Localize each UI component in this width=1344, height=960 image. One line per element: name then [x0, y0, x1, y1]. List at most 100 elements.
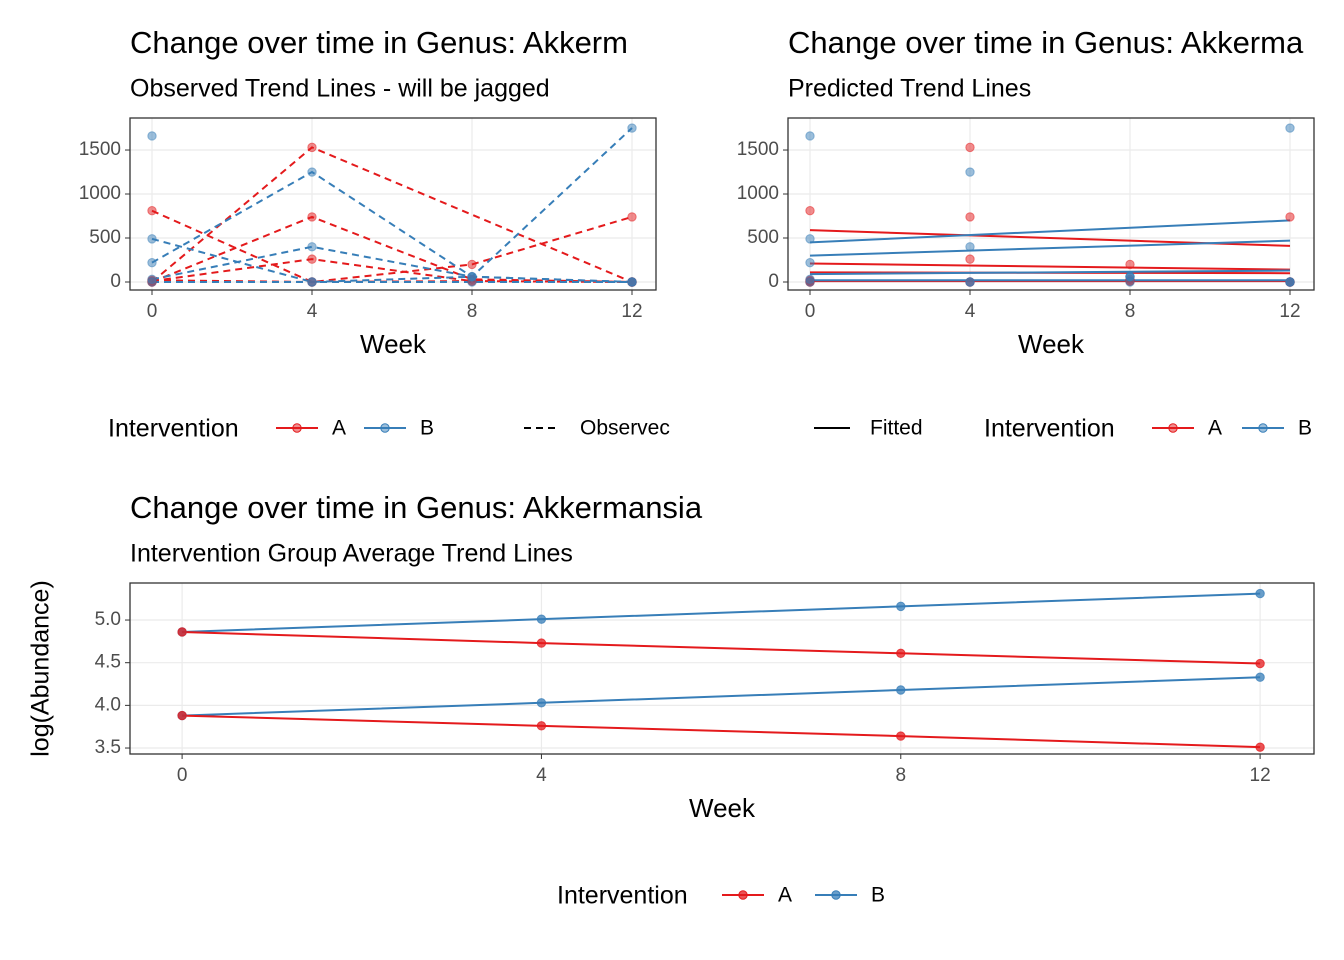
data-point: [467, 277, 477, 287]
data-point: [307, 167, 317, 177]
legend-label: A: [778, 884, 792, 907]
y-tick-label: 500: [747, 227, 779, 248]
y-tick-label: 4.0: [95, 694, 121, 715]
y-tick-label: 1000: [79, 183, 121, 204]
data-point: [965, 142, 975, 153]
data-point: [1255, 588, 1265, 599]
y-tick-label: 5.0: [95, 609, 121, 630]
data-point: [965, 277, 975, 287]
data-point: [1255, 658, 1265, 669]
data-point: [536, 721, 547, 731]
legend-key-point: [831, 890, 841, 900]
x-tick-label: 12: [1250, 765, 1271, 786]
data-point: [1125, 259, 1135, 270]
data-point: [147, 234, 157, 244]
chart-title: Change over time in Genus: Akkerm: [130, 25, 628, 60]
data-point: [896, 601, 906, 612]
legend-title: Intervention: [108, 415, 239, 443]
data-point: [896, 685, 906, 695]
legend-key-point: [1168, 423, 1178, 433]
x-axis-label: Week: [1018, 329, 1085, 359]
data-point: [307, 277, 317, 287]
data-point: [536, 698, 547, 708]
x-tick-label: 12: [621, 301, 642, 322]
trend-line: [151, 237, 633, 283]
chart-title: Change over time in Genus: Akkerma: [788, 25, 1304, 60]
data-point: [177, 627, 187, 637]
data-point: [147, 257, 157, 268]
trend-line: [182, 630, 1261, 665]
x-tick-label: 8: [1125, 301, 1136, 322]
trend-line: [182, 592, 1261, 633]
x-tick-label: 8: [895, 765, 906, 786]
plot-background: [788, 118, 1314, 290]
data-point: [805, 206, 815, 216]
plot-area: [182, 592, 1261, 749]
plot-border: [129, 582, 1315, 755]
y-tick-label: 4.5: [95, 652, 121, 673]
legend-label: A: [1208, 417, 1222, 440]
data-point: [536, 638, 547, 648]
plot-area: [809, 219, 1291, 283]
plot-background: [130, 583, 1314, 754]
data-point: [627, 277, 637, 287]
data-point: [965, 242, 975, 252]
data-point: [965, 212, 975, 222]
trend-line: [151, 245, 633, 283]
data-point: [307, 242, 317, 252]
legend-key-point: [1258, 423, 1268, 433]
data-point: [177, 710, 187, 721]
y-tick-label: 500: [89, 227, 121, 248]
x-tick-label: 8: [467, 301, 478, 322]
data-point: [805, 131, 815, 141]
x-tick-label: 0: [177, 765, 188, 786]
y-tick-label: 1000: [737, 183, 779, 204]
legend-title: Intervention: [557, 882, 688, 910]
plot-border: [129, 117, 657, 291]
chart-subtitle: Observed Trend Lines - will be jagged: [130, 75, 550, 103]
data-point: [307, 142, 317, 153]
trend-line: [809, 269, 1291, 276]
trend-line: [809, 262, 1291, 271]
trend-line: [182, 676, 1261, 717]
trend-line: [151, 209, 633, 284]
chart-subtitle: Intervention Group Average Trend Lines: [130, 540, 573, 568]
chart-title: Change over time in Genus: Akkermansia: [130, 490, 703, 525]
data-point: [1255, 742, 1265, 752]
x-tick-label: 4: [536, 765, 547, 786]
trend-line: [809, 239, 1291, 257]
legend-label: B: [420, 417, 434, 440]
x-tick-label: 4: [965, 301, 976, 322]
data-point: [536, 614, 547, 624]
y-tick-label: 0: [110, 271, 121, 292]
legend-key-point: [738, 890, 748, 900]
data-point: [627, 123, 637, 133]
trend-line: [182, 714, 1261, 749]
trend-line: [151, 127, 633, 278]
data-point: [147, 131, 157, 141]
data-point: [1285, 123, 1295, 133]
legend-label: B: [871, 884, 885, 907]
legend-label: Observec: [580, 417, 670, 440]
legend-title: Intervention: [984, 415, 1115, 443]
trend-line: [809, 219, 1291, 244]
trend-line: [151, 258, 633, 283]
legend-label: Fitted: [870, 417, 923, 440]
x-tick-label: 0: [147, 301, 158, 322]
y-axis-label: log(Abundance): [27, 580, 55, 757]
data-point: [307, 254, 317, 264]
chart-subtitle: Predicted Trend Lines: [788, 75, 1031, 103]
data-point: [147, 206, 157, 216]
x-tick-label: 12: [1279, 301, 1300, 322]
data-point: [805, 234, 815, 244]
x-tick-label: 4: [307, 301, 318, 322]
legend-key-point: [292, 423, 302, 433]
x-axis-label: Week: [360, 329, 427, 359]
data-point: [1285, 277, 1295, 287]
data-point: [467, 259, 477, 270]
plot-background: [130, 118, 656, 290]
legend-key-point: [380, 423, 390, 433]
data-point: [896, 648, 906, 659]
